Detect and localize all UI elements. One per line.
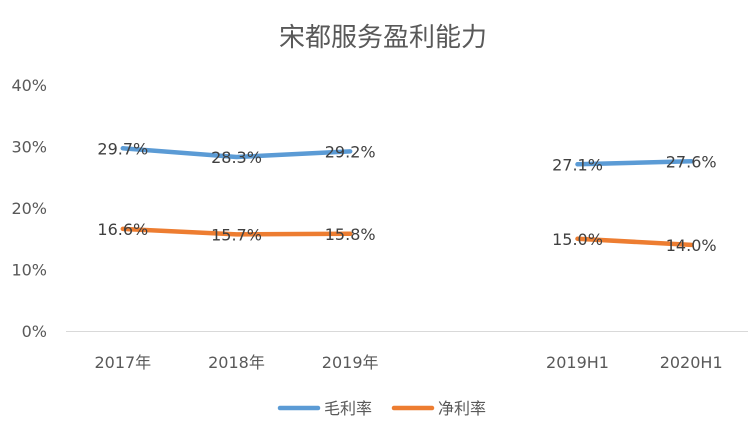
series-layer	[120, 146, 694, 248]
data-label: 15.8%	[325, 225, 376, 244]
x-tick-label: 2019H1	[546, 353, 609, 372]
chart-title: 宋都服务盈利能力	[279, 23, 487, 53]
y-tick-label: 30%	[11, 138, 47, 157]
data-label: 27.6%	[666, 152, 717, 171]
x-axis-labels: 2017年 2018年 2019年 2019H1 2020H1	[94, 353, 722, 372]
x-tick-label: 2020H1	[660, 353, 723, 372]
data-label: 16.6%	[97, 220, 148, 239]
series-line-1	[120, 226, 353, 237]
legend-label: 毛利率	[324, 399, 372, 418]
legend-label: 净利率	[438, 399, 486, 418]
data-label: 14.0%	[666, 236, 717, 255]
y-tick-label: 10%	[11, 261, 47, 280]
data-label: 29.7%	[97, 139, 148, 158]
data-label: 27.1%	[552, 155, 603, 174]
x-tick-label: 2019年	[322, 353, 379, 372]
data-label-layer: 29.7% 28.3% 29.2% 27.1% 27.6% 16.6% 15.7% 15.8%…	[97, 139, 716, 255]
data-label: 29.2%	[325, 142, 376, 161]
y-tick-label: 20%	[11, 199, 47, 218]
x-tick-label: 2017年	[94, 353, 151, 372]
y-tick-label: 0%	[22, 322, 47, 341]
y-tick-label: 40%	[11, 76, 47, 95]
y-axis-labels: 0% 10% 20% 30% 40%	[11, 76, 47, 341]
x-tick-label: 2018年	[208, 353, 265, 372]
series-line-0	[575, 159, 694, 167]
data-label: 28.3%	[211, 148, 262, 167]
series-line-1	[575, 236, 694, 248]
data-label: 15.7%	[211, 225, 262, 244]
series-line-0	[120, 146, 353, 160]
legend: 毛利率 净利率	[277, 399, 486, 418]
data-label: 15.0%	[552, 230, 603, 249]
